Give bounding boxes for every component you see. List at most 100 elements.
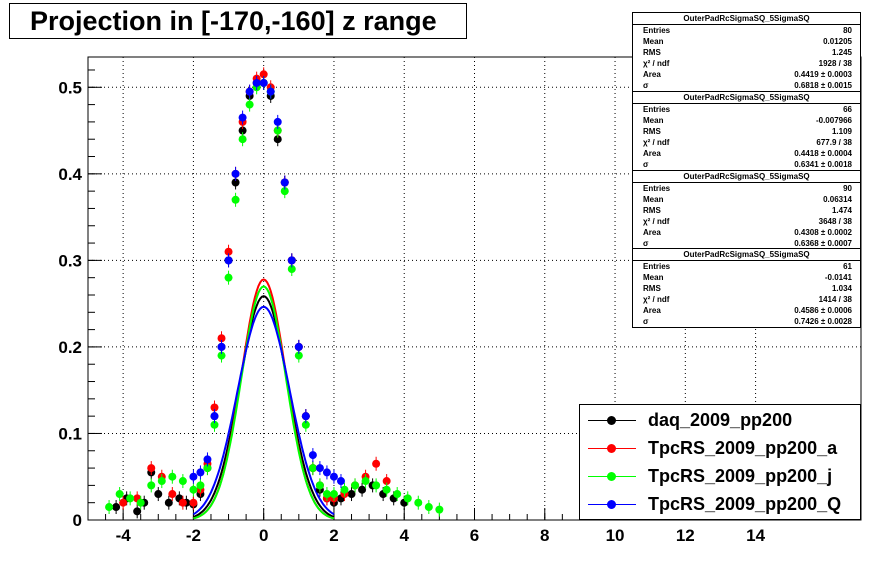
data-point xyxy=(217,334,226,343)
x-tick-label: 8 xyxy=(540,526,549,545)
stats-row: Mean -0.007966 xyxy=(633,115,860,126)
data-point xyxy=(147,464,156,473)
data-point xyxy=(372,481,381,490)
data-point xyxy=(301,420,310,429)
legend-item-q: TpcRS_2009_pp200_Q xyxy=(580,491,860,519)
data-point xyxy=(403,494,412,503)
data-point xyxy=(196,481,205,490)
data-point xyxy=(294,342,303,351)
x-tick-label: -4 xyxy=(116,526,132,545)
stats-row: RMS 1.474 xyxy=(633,205,860,216)
stats-box: OuterPadRcSigmaSQ_5SigmaSQ Entries 66 Mean -… xyxy=(632,91,861,171)
x-tick-label: 2 xyxy=(329,526,338,545)
stats-box: OuterPadRcSigmaSQ_5SigmaSQ Entries 61 Mean -… xyxy=(632,248,861,328)
stats-row: Mean -0.0141 xyxy=(633,272,860,283)
stats-row: σ 0.6341 ± 0.0018 xyxy=(633,159,860,170)
data-point xyxy=(238,113,247,122)
stats-box: OuterPadRcSigmaSQ_5SigmaSQ Entries 90 Mean 0… xyxy=(632,170,861,250)
legend-marker xyxy=(607,444,616,453)
data-point xyxy=(287,256,296,265)
stats-value: 0.7426 ± 0.0028 xyxy=(794,317,852,326)
stats-value: 0.4586 ± 0.0006 xyxy=(794,306,852,315)
data-point xyxy=(224,256,233,265)
stats-box-title: OuterPadRcSigmaSQ_5SigmaSQ xyxy=(633,13,860,25)
stats-key: RMS xyxy=(643,127,661,136)
fit-curve xyxy=(192,305,335,516)
stats-value: 1.109 xyxy=(831,127,852,136)
data-point xyxy=(340,485,349,494)
data-point xyxy=(178,477,187,486)
stats-value: 66 xyxy=(843,105,852,114)
data-point xyxy=(147,481,156,490)
stats-key: σ xyxy=(643,160,649,169)
legend-marker xyxy=(607,500,616,509)
x-tick-label: 4 xyxy=(399,526,409,545)
x-tick-label: -2 xyxy=(186,526,201,545)
stats-row: RMS 1.245 xyxy=(633,47,860,58)
legend: daq_2009_pp200 TpcRS_2009_pp200_a TpcRS_… xyxy=(579,404,861,520)
stats-key: χ² / ndf xyxy=(643,59,670,68)
stats-row: χ² / ndf 3648 / 38 xyxy=(633,216,860,227)
x-axis: -4 -2 0 2 4 6 8 10 12 14 xyxy=(87,508,862,545)
fit-curve xyxy=(193,295,335,518)
data-point xyxy=(322,468,331,477)
data-point xyxy=(315,481,324,490)
data-point xyxy=(424,503,433,512)
stats-row: σ 0.6818 ± 0.0015 xyxy=(633,80,860,91)
y-tick-label: 0.5 xyxy=(58,78,82,97)
x-tick-label: 12 xyxy=(676,526,695,545)
data-point xyxy=(308,451,317,460)
stats-value: 0.4308 ± 0.0002 xyxy=(794,228,852,237)
data-point xyxy=(393,490,402,499)
stats-key: χ² / ndf xyxy=(643,295,670,304)
data-point xyxy=(259,70,268,79)
legend-item-j: TpcRS_2009_pp200_j xyxy=(580,463,860,491)
stats-row: Entries 61 xyxy=(633,261,860,272)
data-point xyxy=(105,503,114,512)
stats-key: σ xyxy=(643,239,649,248)
data-point xyxy=(301,412,310,421)
data-point xyxy=(164,498,173,507)
fit-curve xyxy=(193,285,335,520)
stats-value: 0.4418 ± 0.0004 xyxy=(794,149,852,158)
legend-label: TpcRS_2009_pp200_Q xyxy=(648,494,842,514)
data-point xyxy=(231,178,240,187)
stats-value: 0.4419 ± 0.0003 xyxy=(794,70,852,79)
stats-value: 0.6368 ± 0.0007 xyxy=(794,239,852,248)
stats-value: 677.9 / 38 xyxy=(816,138,852,147)
data-point xyxy=(189,498,198,507)
data-point xyxy=(112,503,121,512)
stats-box-title: OuterPadRcSigmaSQ_5SigmaSQ xyxy=(633,171,860,183)
data-point xyxy=(238,135,247,144)
stats-row: χ² / ndf 1414 / 38 xyxy=(633,294,860,305)
data-point xyxy=(178,498,187,507)
stats-key: Mean xyxy=(643,37,664,46)
stats-row: RMS 1.109 xyxy=(633,126,860,137)
data-point xyxy=(273,135,282,144)
data-point xyxy=(259,78,268,87)
data-point xyxy=(224,247,233,256)
legend-marker xyxy=(607,472,616,481)
legend-item-daq: daq_2009_pp200 xyxy=(580,407,860,435)
data-point xyxy=(382,477,391,486)
stats-row: Entries 66 xyxy=(633,104,860,115)
stats-value: 3648 / 38 xyxy=(818,217,852,226)
x-tick-label: 14 xyxy=(746,526,765,545)
data-point xyxy=(168,490,177,499)
stats-value: 90 xyxy=(843,184,852,193)
x-tick-label: 10 xyxy=(606,526,625,545)
stats-box: OuterPadRcSigmaSQ_5SigmaSQ Entries 80 Mean 0… xyxy=(632,12,861,92)
data-points xyxy=(105,67,444,519)
stats-key: RMS xyxy=(643,206,661,215)
data-point xyxy=(329,490,338,499)
legend-label: TpcRS_2009_pp200_j xyxy=(648,466,833,486)
stats-row: Area 0.4418 ± 0.0004 xyxy=(633,148,860,159)
stats-key: Area xyxy=(643,228,661,237)
stats-key: σ xyxy=(643,317,649,326)
data-point xyxy=(231,195,240,204)
stats-key: σ xyxy=(643,81,649,90)
stats-value: 0.06314 xyxy=(823,195,852,204)
stats-key: Area xyxy=(643,70,661,79)
y-axis: 0 0.1 0.2 0.3 0.4 0.5 xyxy=(58,69,102,530)
data-point xyxy=(217,351,226,360)
